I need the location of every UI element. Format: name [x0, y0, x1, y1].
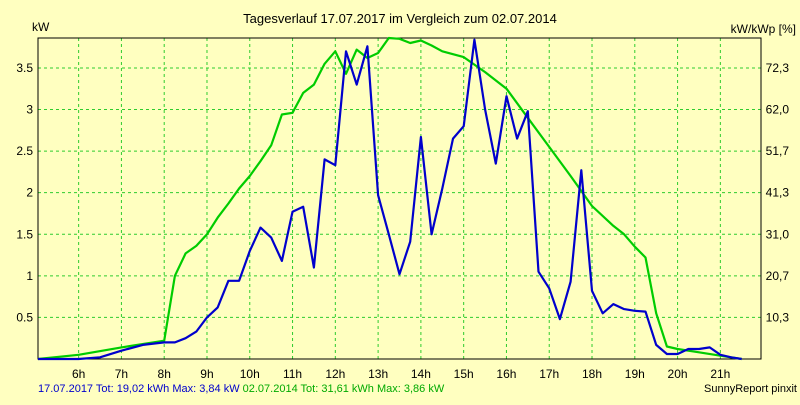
series-line-02-07-2014: [37, 36, 742, 361]
y-tick-label-left: 2: [26, 186, 33, 200]
y-tick-label-right: 20,7: [766, 269, 790, 283]
series-layer: [37, 36, 742, 361]
footer-series2-text: 02.07.2014 Tot: 31,61 kWh Max: 3,86 kW: [243, 383, 445, 395]
y-tick-labels-right: 10,3 20,7 31,0 41,3 51,7 62,0 72,3: [766, 61, 790, 324]
footer-series1-text: 17.07.2017 Tot: 19,02 kWh Max: 3,84 kW: [38, 383, 240, 395]
series-line-17-07-2017: [38, 38, 742, 361]
x-tick-label: 16h: [496, 367, 516, 381]
chart-title: Tagesverlauf 17.07.2017 im Vergleich zum…: [243, 11, 557, 26]
y-tick-label-right: 31,0: [766, 227, 790, 241]
y-tick-label-left: 3: [26, 103, 33, 117]
y-tick-label-left: 0.5: [16, 310, 33, 324]
x-tick-label: 17h: [539, 367, 559, 381]
footer-credit: SunnyReport pinxit: [704, 383, 797, 395]
x-tick-label: 19h: [625, 367, 645, 381]
x-tick-label: 9h: [200, 367, 213, 381]
y-tick-label-left: 1: [26, 269, 33, 283]
horizontal-grid: [38, 67, 761, 318]
y-tick-label-left: 1.5: [16, 227, 33, 241]
footer-legend: 17.07.2017 Tot: 19,02 kWh Max: 3,84 kW 0…: [38, 383, 445, 395]
y-tick-labels-left: 0.5 1 1.5 2 2.5 3 3.5: [16, 61, 33, 324]
y-axis-right-label: kW/kWp [%]: [731, 22, 796, 36]
x-tick-label: 6h: [72, 367, 85, 381]
y-tick-label-right: 51,7: [766, 144, 790, 158]
y-tick-label-left: 2.5: [16, 144, 33, 158]
y-tick-label-right: 62,0: [766, 103, 790, 117]
y-tick-label-right: 41,3: [766, 186, 790, 200]
x-tick-label: 15h: [454, 367, 474, 381]
x-tick-label: 13h: [368, 367, 388, 381]
x-tick-label: 18h: [582, 367, 602, 381]
y-tick-label-right: 10,3: [766, 310, 790, 324]
x-tick-label: 11h: [283, 367, 302, 381]
x-tick-label: 12h: [325, 367, 345, 381]
y-axis-left-label: kW: [32, 20, 50, 34]
x-tick-label: 8h: [158, 367, 171, 381]
x-tick-label: 10h: [240, 367, 260, 381]
x-tick-label: 14h: [411, 367, 431, 381]
y-tick-label-right: 72,3: [766, 61, 790, 75]
x-tick-label: 7h: [115, 367, 128, 381]
y-tick-label-left: 3.5: [16, 61, 33, 75]
x-tick-label: 21h: [710, 367, 730, 381]
x-tick-labels: 6h 7h 8h 9h 10h 11h 12h 13h 14h 15h 16h 17h 18h 19h 20…: [72, 367, 730, 381]
x-tick-label: 20h: [668, 367, 688, 381]
